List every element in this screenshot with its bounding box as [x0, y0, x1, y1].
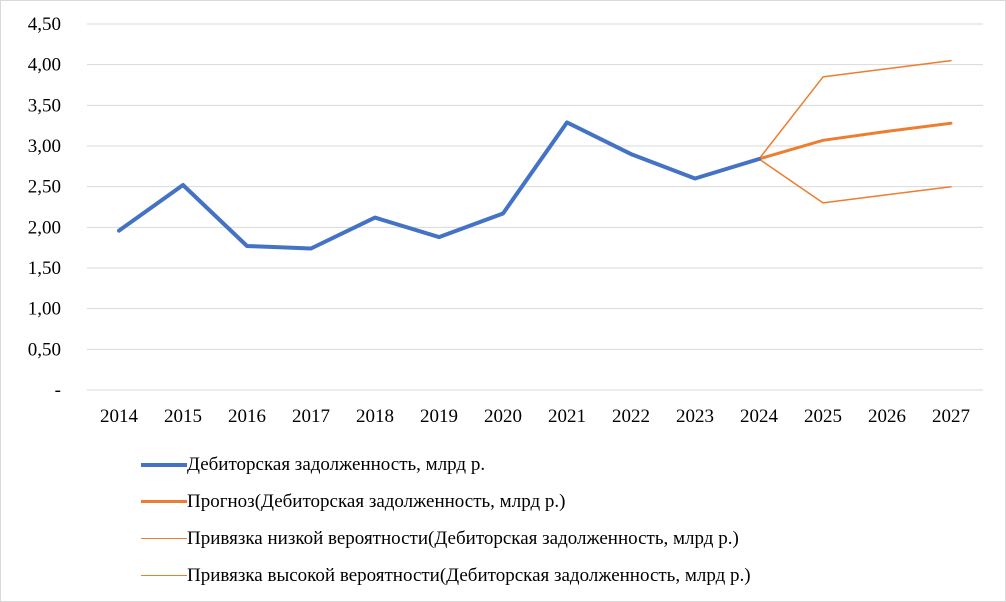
y-tick-label: 2,00	[28, 217, 61, 238]
legend-swatch-low	[141, 538, 187, 539]
x-tick-label: 2024	[740, 406, 779, 427]
x-tick-label: 2017	[292, 406, 330, 427]
x-tick-label: 2023	[676, 406, 714, 427]
y-tick-label: 1,50	[28, 258, 61, 279]
y-tick-label: 3,50	[28, 95, 61, 116]
x-tick-label: 2022	[612, 406, 650, 427]
x-tick-label: 2014	[100, 406, 139, 427]
line-chart: - 0,50 1,00 1,50 2,00 2,50 3,00 3,50 4,00 4,50 20…	[28, 14, 983, 427]
x-tick-label: 2021	[548, 406, 586, 427]
legend-label-actual: Дебиторская задолженность, млрд р.	[187, 453, 486, 475]
legend-item-low: Привязка низкой вероятности(Дебиторская …	[141, 520, 751, 557]
y-tick-label: 4,00	[28, 55, 61, 76]
y-tick-label: 0,50	[28, 339, 61, 360]
legend-label-high: Привязка высокой вероятности(Дебиторская…	[187, 564, 751, 586]
legend-item-actual: Дебиторская задолженность, млрд р.	[141, 446, 751, 483]
series-line-low	[758, 158, 952, 204]
x-tick-label: 2018	[356, 406, 394, 427]
series-line-high	[758, 59, 952, 160]
legend-swatch-forecast	[141, 500, 187, 503]
series-lines	[117, 59, 953, 251]
x-tick-label: 2015	[164, 406, 202, 427]
legend-swatch-high	[141, 575, 187, 576]
legend-label-low: Привязка низкой вероятности(Дебиторская …	[187, 527, 739, 549]
legend-item-forecast: Прогноз(Дебиторская задолженность, млрд …	[141, 483, 751, 520]
series-line-forecast	[757, 121, 953, 161]
y-tick-label: -	[55, 380, 61, 401]
y-tick-label: 1,00	[28, 299, 61, 320]
legend-swatch-actual	[141, 462, 187, 467]
legend-label-forecast: Прогноз(Дебиторская задолженность, млрд …	[187, 490, 566, 512]
legend: Дебиторская задолженность, млрд р. Прогн…	[141, 446, 751, 594]
y-tick-label: 2,50	[28, 177, 61, 198]
legend-item-high: Привязка высокой вероятности(Дебиторская…	[141, 557, 751, 594]
series-line-actual	[117, 120, 761, 251]
x-tick-label: 2016	[228, 406, 266, 427]
y-tick-label: 4,50	[28, 14, 61, 35]
x-tick-label: 2020	[484, 406, 522, 427]
x-tick-label: 2027	[932, 406, 970, 427]
x-tick-label: 2026	[868, 406, 906, 427]
y-tick-label: 3,00	[28, 136, 61, 157]
x-tick-label: 2025	[804, 406, 842, 427]
x-axis-ticks: 2014 2015 2016 2017 2018 2019 2020 2021 2022 2023…	[100, 406, 970, 427]
y-axis-ticks: - 0,50 1,00 1,50 2,00 2,50 3,00 3,50 4,00 4,50	[28, 14, 61, 401]
grid-lines	[87, 23, 983, 391]
x-tick-label: 2019	[420, 406, 458, 427]
